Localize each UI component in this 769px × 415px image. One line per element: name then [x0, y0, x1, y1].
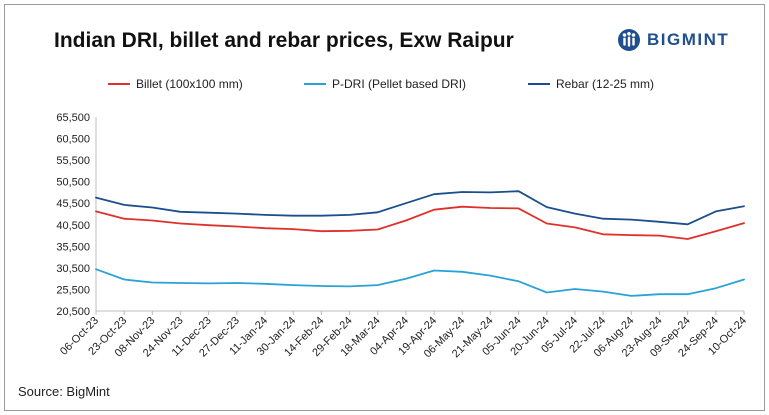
chart-legend: Billet (100x100 mm) P-DRI (Pellet based …: [0, 77, 769, 95]
legend-label-pdri: P-DRI (Pellet based DRI): [332, 77, 467, 91]
chart-title: Indian DRI, billet and rebar prices, Exw…: [54, 29, 514, 52]
legend-label-rebar: Rebar (12-25 mm): [556, 77, 655, 91]
legend-swatch-pdri: [304, 83, 326, 85]
y-tick-label: 20,500: [56, 306, 90, 318]
y-tick-label: 60,500: [56, 134, 90, 146]
legend-swatch-rebar: [528, 83, 550, 85]
series-line-pdri: [95, 268, 745, 297]
y-tick-label: 30,500: [56, 263, 90, 275]
legend-entry-pdri: P-DRI (Pellet based DRI): [304, 77, 466, 91]
source-note: Source: BigMint: [18, 384, 110, 399]
brand-name: BIGMINT: [647, 30, 730, 49]
y-tick-label: 40,500: [56, 220, 90, 232]
legend-swatch-billet: [108, 83, 130, 85]
legend-entry-rebar: Rebar (12-25 mm): [528, 77, 654, 91]
series-line-rebar: [95, 190, 745, 226]
y-tick-label: 45,500: [56, 198, 90, 210]
series-line-billet: [95, 205, 745, 240]
y-tick-label: 55,500: [56, 155, 90, 167]
y-tick-label: 35,500: [56, 241, 90, 253]
bigmint-logo-icon: [618, 29, 640, 51]
y-tick-label: 65,500: [56, 112, 90, 124]
brand-logo: BIGMINT: [617, 25, 729, 55]
legend-label-billet: Billet (100x100 mm): [136, 77, 243, 91]
legend-entry-billet: Billet (100x100 mm): [108, 77, 243, 91]
chart-frame: [4, 4, 765, 411]
y-tick-label: 50,500: [56, 177, 90, 189]
y-tick-label: 25,500: [56, 284, 90, 296]
